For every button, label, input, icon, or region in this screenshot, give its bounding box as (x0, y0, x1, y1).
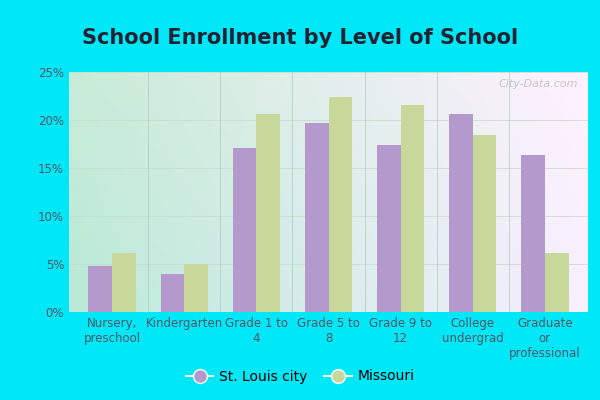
Bar (88, 266, 112, 312)
Bar (161, 274, 184, 312)
Bar (305, 123, 329, 312)
Bar (449, 114, 473, 312)
Bar (184, 264, 208, 312)
Bar (545, 254, 569, 312)
Text: School Enrollment by Level of School: School Enrollment by Level of School (82, 28, 518, 48)
Legend: St. Louis city, Missouri: St. Louis city, Missouri (180, 364, 420, 389)
Bar (233, 148, 256, 312)
Bar (473, 135, 496, 312)
Bar (329, 97, 352, 312)
Bar (521, 154, 545, 312)
Bar (401, 105, 424, 312)
Bar (256, 114, 280, 312)
Text: City-Data.com: City-Data.com (498, 79, 578, 89)
Bar (112, 254, 136, 312)
Bar (377, 145, 401, 312)
